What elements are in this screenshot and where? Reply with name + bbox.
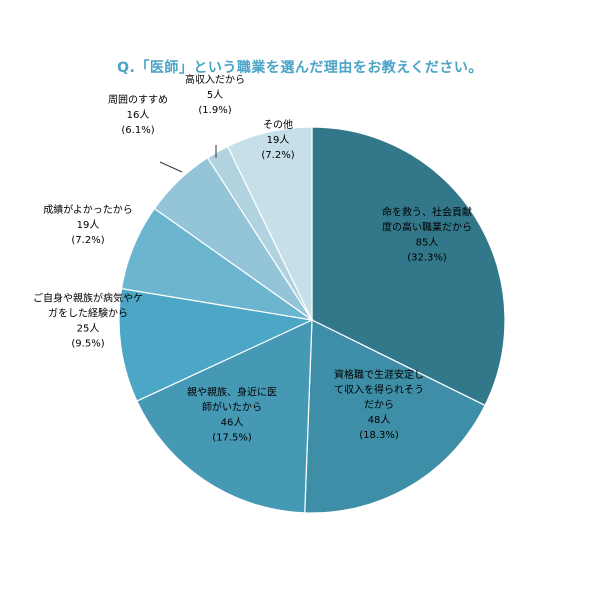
slice-label-0: 命を救う、社会貢献度の高い職業だから 85人(32.3%) <box>382 206 472 264</box>
pie-slice-7 <box>226 126 313 321</box>
slice-label-4: 成績がよかったから 19人(7.2%) <box>43 203 133 246</box>
slice-label-3: ご自身や親族が病気やケガをした経験から 25人(9.5%) <box>33 292 143 350</box>
slice-label-5: 周囲のすすめ 16人(6.1%) <box>108 94 168 136</box>
pie-slice-3 <box>118 287 315 402</box>
slice-label-7: その他 19人(7.2%) <box>261 118 294 161</box>
pie-slice-2 <box>136 319 313 514</box>
pie-slice-1 <box>304 319 486 514</box>
slice-label-6: 高収入だから 5人(1.9%) <box>185 73 245 116</box>
slice-label-1: 資格職で生涯安定して収入を得られそうだから 48人(18.3%) <box>334 368 424 441</box>
slice-label-2: 親や親族、身近に医師がいたから 46人(17.5%) <box>187 386 277 444</box>
pie-slice-0 <box>311 126 506 407</box>
chart-title: Q.「医師」という職業を選んだ理由をお教えください。 <box>117 60 483 76</box>
leader-line-5 <box>159 161 183 173</box>
